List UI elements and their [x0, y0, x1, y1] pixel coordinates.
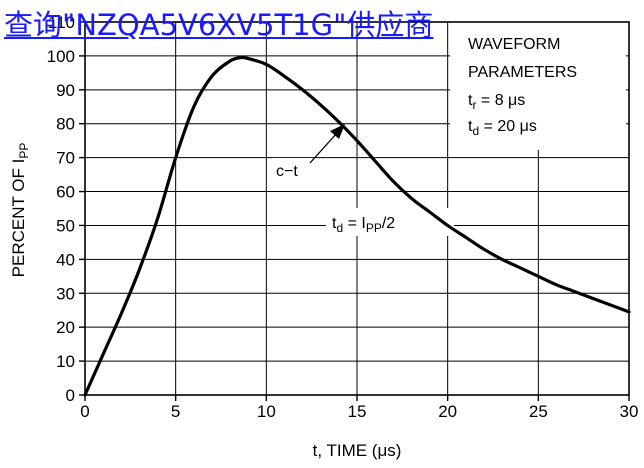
x-tick-label: 20 [438, 402, 457, 421]
curve-label: c−t [276, 163, 298, 180]
decay-time-parameter: td = 20 μs [468, 118, 537, 138]
y-tick-label: 80 [56, 115, 75, 134]
x-tick-label: 5 [171, 402, 180, 421]
y-tick-label: 40 [56, 250, 75, 269]
curve-label-backing [272, 158, 312, 182]
x-tick-label: 10 [257, 402, 276, 421]
curve-label-leader [309, 132, 338, 164]
y-tick-label: 70 [56, 149, 75, 168]
y-axis-label: PERCENT OF IPP [9, 143, 31, 278]
y-tick-label: 10 [56, 352, 75, 371]
rise-time-parameter: tr = 8 μs [468, 92, 525, 112]
x-tick-label: 15 [348, 402, 367, 421]
parameters-title-line1: WAVEFORM [468, 36, 560, 53]
y-tick-label: 20 [56, 318, 75, 337]
y-tick-label: 110 [48, 13, 75, 32]
plot-frame [84, 21, 630, 396]
half-point-label: td = IPP/2 [332, 215, 395, 235]
y-tick-label: 100 [47, 47, 75, 66]
waveform-parameters-box [450, 22, 626, 150]
x-axis-label: t, TIME (μs) [313, 441, 402, 460]
curve-label-arrowhead [330, 124, 345, 139]
supplier-query-link[interactable]: 查询"NZQA5V6XV5T1G"供应商 [4, 8, 434, 42]
x-tick-label: 25 [529, 402, 548, 421]
y-tick-label: 50 [56, 216, 75, 235]
x-tick-labels: 0 5 10 15 20 25 30 [80, 402, 638, 421]
y-tick-label: 60 [56, 183, 75, 202]
y-tick-labels: 0 10 20 30 40 50 60 70 80 90 100 110 [47, 13, 75, 405]
y-tick-label: 30 [56, 284, 75, 303]
waveform-curve [83, 55, 631, 397]
x-tick-label: 0 [80, 402, 89, 421]
parameters-title-line2: PARAMETERS [468, 64, 577, 81]
y-tick-label: 90 [56, 81, 75, 100]
x-tick-label: 30 [620, 402, 639, 421]
y-tick-label: 0 [66, 386, 75, 405]
